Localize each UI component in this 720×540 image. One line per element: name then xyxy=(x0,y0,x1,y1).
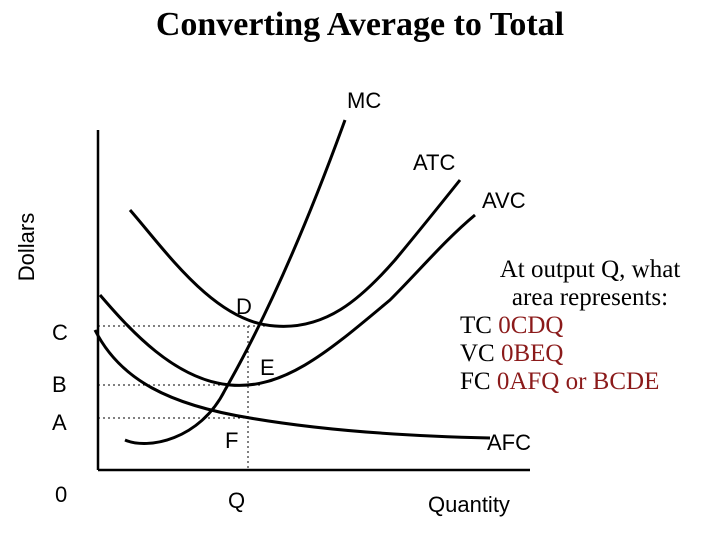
afc-curve xyxy=(93,329,491,440)
y-axis-label: Dollars xyxy=(14,212,39,282)
point-e-label: E xyxy=(260,355,275,380)
question-line-1: At output Q, what xyxy=(499,256,681,283)
avc-curve xyxy=(98,213,476,387)
mc-label: MC xyxy=(347,88,382,113)
atc-curve xyxy=(128,179,462,328)
mc-curve xyxy=(124,119,347,445)
answer-row-label: VC xyxy=(460,340,495,367)
price-b-label: B xyxy=(52,372,67,397)
answer-value: 0AFQ or BCDE xyxy=(496,368,660,395)
afc-label: AFC xyxy=(487,430,531,455)
avc-label: AVC xyxy=(482,188,526,213)
price-a-label: A xyxy=(52,410,67,435)
answer-row-fc: FC 0AFQ or BCDE xyxy=(460,368,720,396)
question-box: At output Q, what area represents: TC 0C… xyxy=(460,256,720,396)
question-line-2: area represents: xyxy=(511,284,669,311)
origin-label: 0 xyxy=(55,482,68,507)
answer-row-label: FC xyxy=(460,368,491,395)
answer-row-tc: TC 0CDQ xyxy=(460,312,720,340)
price-c-label: C xyxy=(52,320,68,345)
answer-row-vc: VC 0BEQ xyxy=(460,340,720,368)
q-label: Q xyxy=(228,488,246,513)
answer-value: 0BEQ xyxy=(500,340,564,367)
diagram-title: Converting Average to Total xyxy=(155,6,565,43)
atc-label: ATC xyxy=(413,150,456,175)
x-axis-label: Quantity xyxy=(428,492,510,517)
point-f-label: F xyxy=(225,428,239,453)
answer-row-label: TC xyxy=(460,312,492,339)
answer-value: 0CDQ xyxy=(498,312,564,339)
point-d-label: D xyxy=(236,294,252,319)
